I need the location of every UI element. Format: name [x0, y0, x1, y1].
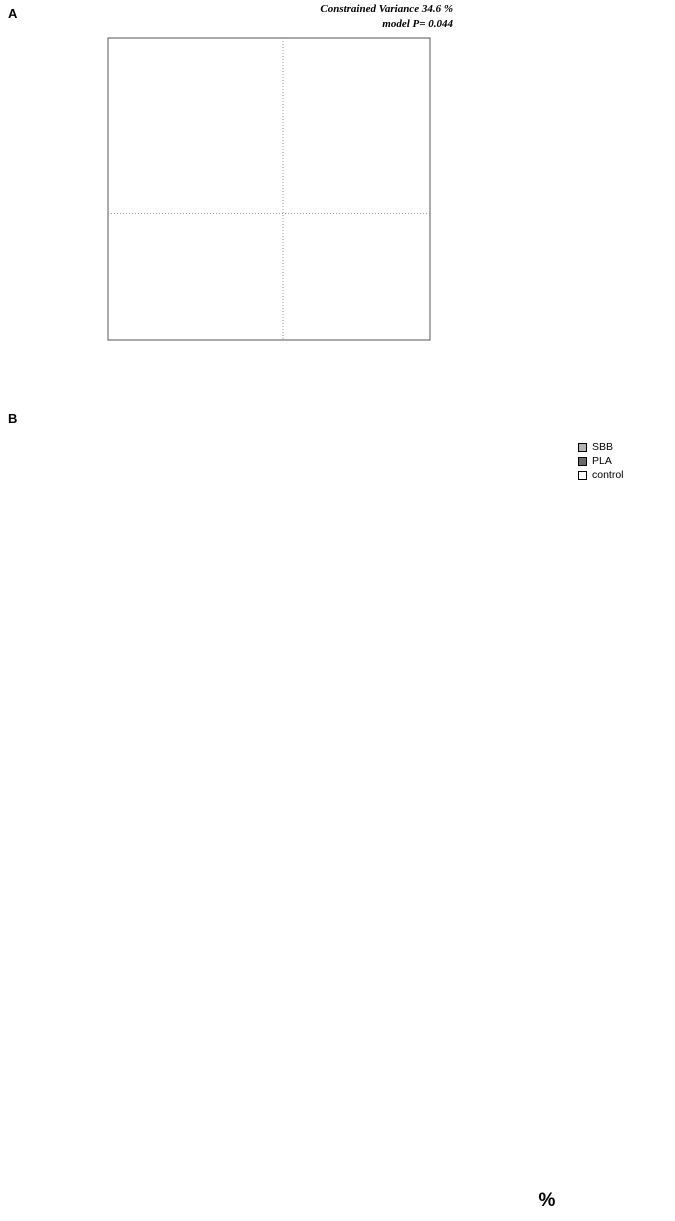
- panel-a-label: A: [8, 6, 18, 21]
- legend-item-sbb: SBB: [578, 440, 624, 454]
- x-axis-line-svg: [437, 1146, 672, 1160]
- legend-swatch-pla: [578, 456, 587, 466]
- bar-chart-x-axis: %: [0, 1146, 675, 1221]
- bar-chart-legend: SBB PLA control: [578, 440, 624, 482]
- panel-a-cca-plot: A Constrained Variance 34.6 % model P= 0…: [0, 0, 675, 405]
- constrained-variance-text: Constrained Variance 34.6 %: [320, 3, 453, 15]
- legend-item-pla: PLA: [578, 454, 624, 468]
- panel-b-bar-chart: B SBB PLA control %: [0, 405, 675, 1221]
- cca-title-block: Constrained Variance 34.6 % model P= 0.0…: [320, 2, 453, 32]
- legend-swatch-control: [578, 470, 587, 480]
- legend-swatch-sbb: [578, 442, 587, 452]
- cca-scatter-svg: [107, 37, 431, 341]
- legend-label-control: control: [592, 469, 624, 481]
- legend-label-pla: PLA: [592, 455, 612, 467]
- x-axis-title: %: [538, 1190, 556, 1211]
- panel-b-label: B: [8, 411, 18, 426]
- model-p-text: model P= 0.044: [382, 18, 453, 30]
- legend-label-sbb: SBB: [592, 441, 614, 453]
- legend-item-control: control: [578, 468, 624, 482]
- cca-plot-frame: [107, 37, 431, 341]
